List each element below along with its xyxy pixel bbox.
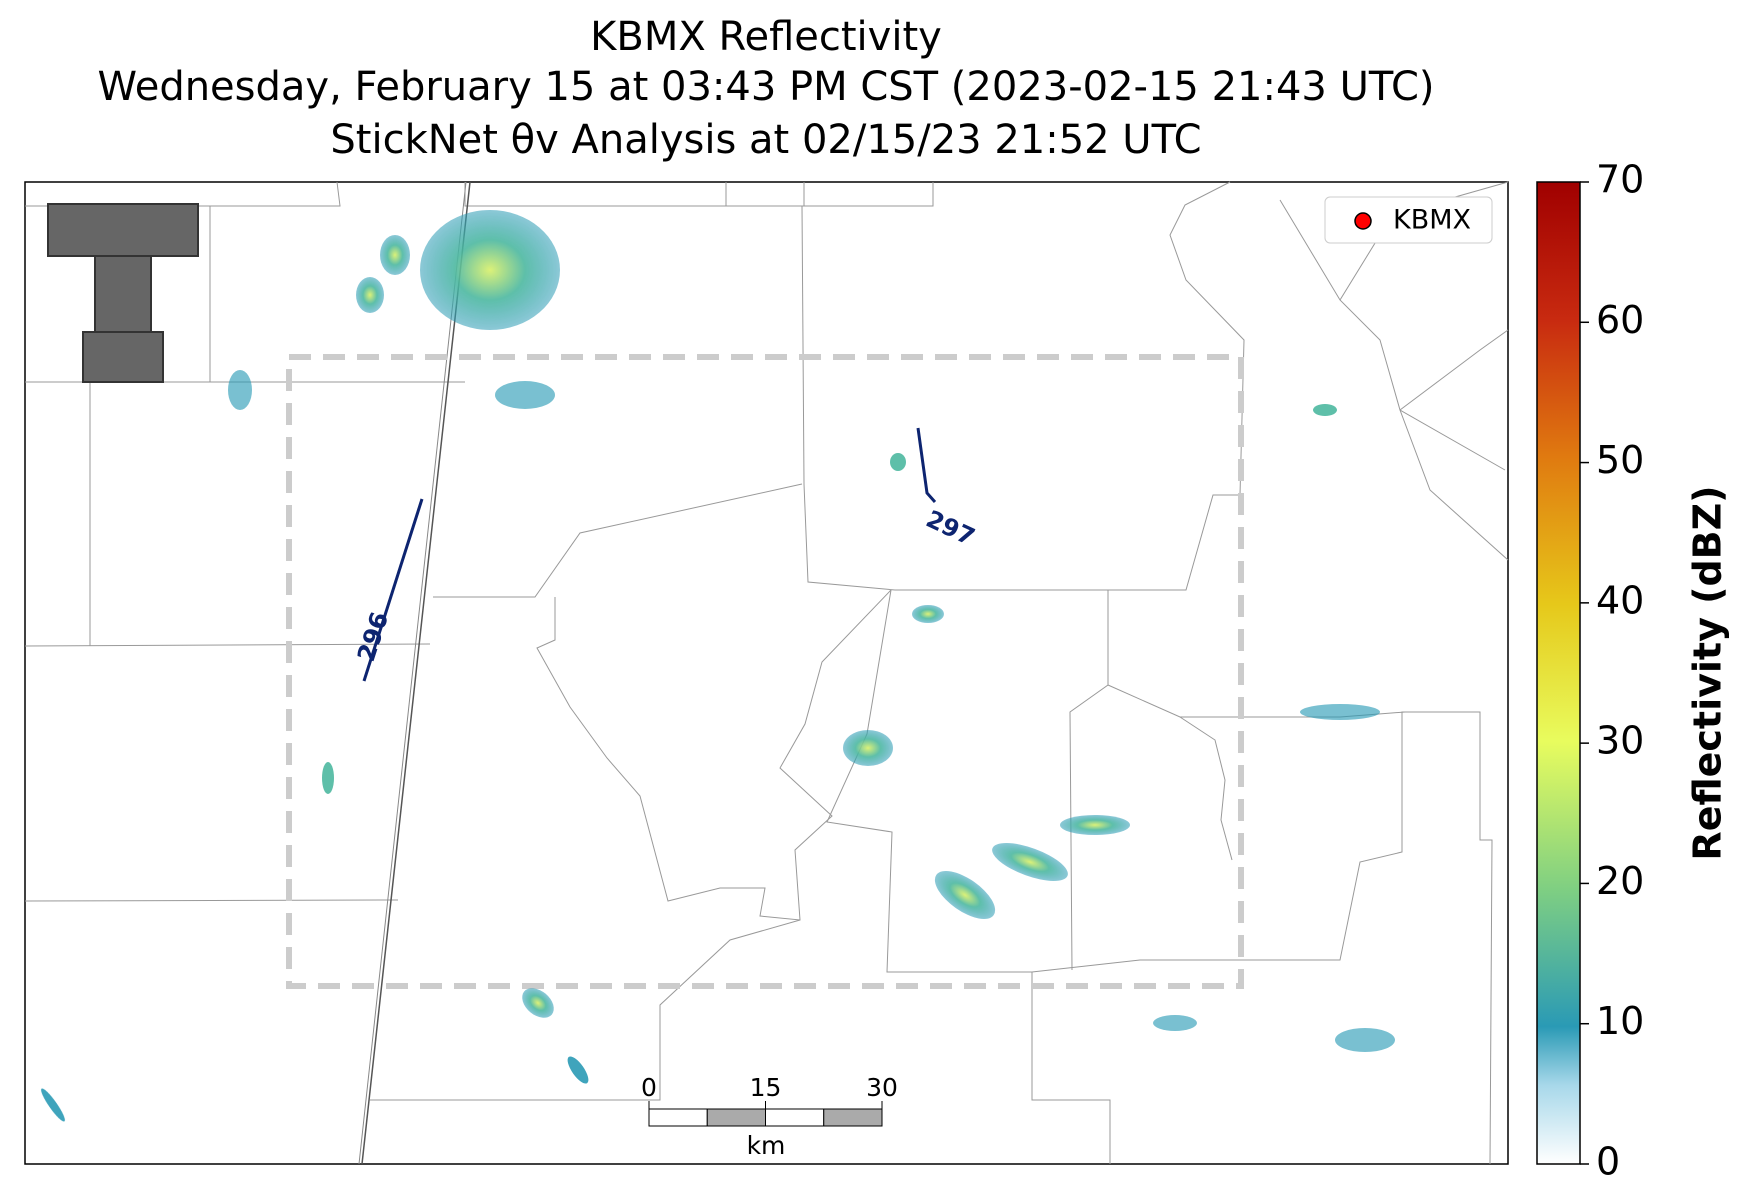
scale-unit: km (747, 1131, 786, 1160)
analysis-domain (286, 354, 1244, 989)
colorbar-tick-label: 10 (1596, 999, 1644, 1043)
county-lines (24, 181, 1509, 1165)
colorbar-tick-label: 20 (1596, 859, 1644, 903)
colorbar-tick-label: 40 (1596, 578, 1644, 622)
legend-label: KBMX (1393, 205, 1471, 236)
legend: KBMX (1324, 196, 1493, 244)
radar-echoes (41, 210, 1395, 1122)
scale-tick-label: 0 (641, 1073, 657, 1102)
title-line: StickNet θv Analysis at 02/15/23 21:52 U… (330, 117, 1201, 163)
scale-segment (823, 1108, 883, 1127)
scale-segment (648, 1108, 708, 1127)
colorbar-tick-label: 50 (1596, 438, 1644, 482)
colorbar-tick-label: 0 (1596, 1140, 1620, 1184)
colorbar-tick-label: 70 (1596, 158, 1644, 202)
title-line: KBMX Reflectivity (590, 14, 942, 60)
scale-segment (765, 1108, 825, 1127)
logo (47, 203, 199, 383)
colorbar-tick-label: 60 (1596, 298, 1644, 342)
map: 296 297 KBMX km 0 15 30 (24, 181, 1509, 1165)
scale-tick-label: 15 (750, 1073, 782, 1102)
colorbar-ticks: 0 10 20 30 40 50 60 70 (1580, 158, 1644, 1184)
colorbar-tick-label: 30 (1596, 719, 1644, 763)
theta-contour (916, 427, 937, 503)
colorbar-label: Reflectivity (dBZ) (1686, 485, 1730, 860)
theta-contour (362, 498, 424, 682)
scale-segment (706, 1108, 766, 1127)
legend-marker (1354, 212, 1372, 230)
scale-bar: km 0 15 30 (641, 1073, 898, 1160)
boundary-line (358, 181, 467, 1165)
colorbar (1536, 181, 1581, 1165)
boundary-line (361, 181, 471, 1165)
legend-box (1324, 196, 1493, 244)
title-line: Wednesday, February 15 at 03:43 PM CST (… (98, 64, 1435, 110)
scale-tick-label: 30 (866, 1073, 898, 1102)
map-frame (24, 181, 1509, 1165)
